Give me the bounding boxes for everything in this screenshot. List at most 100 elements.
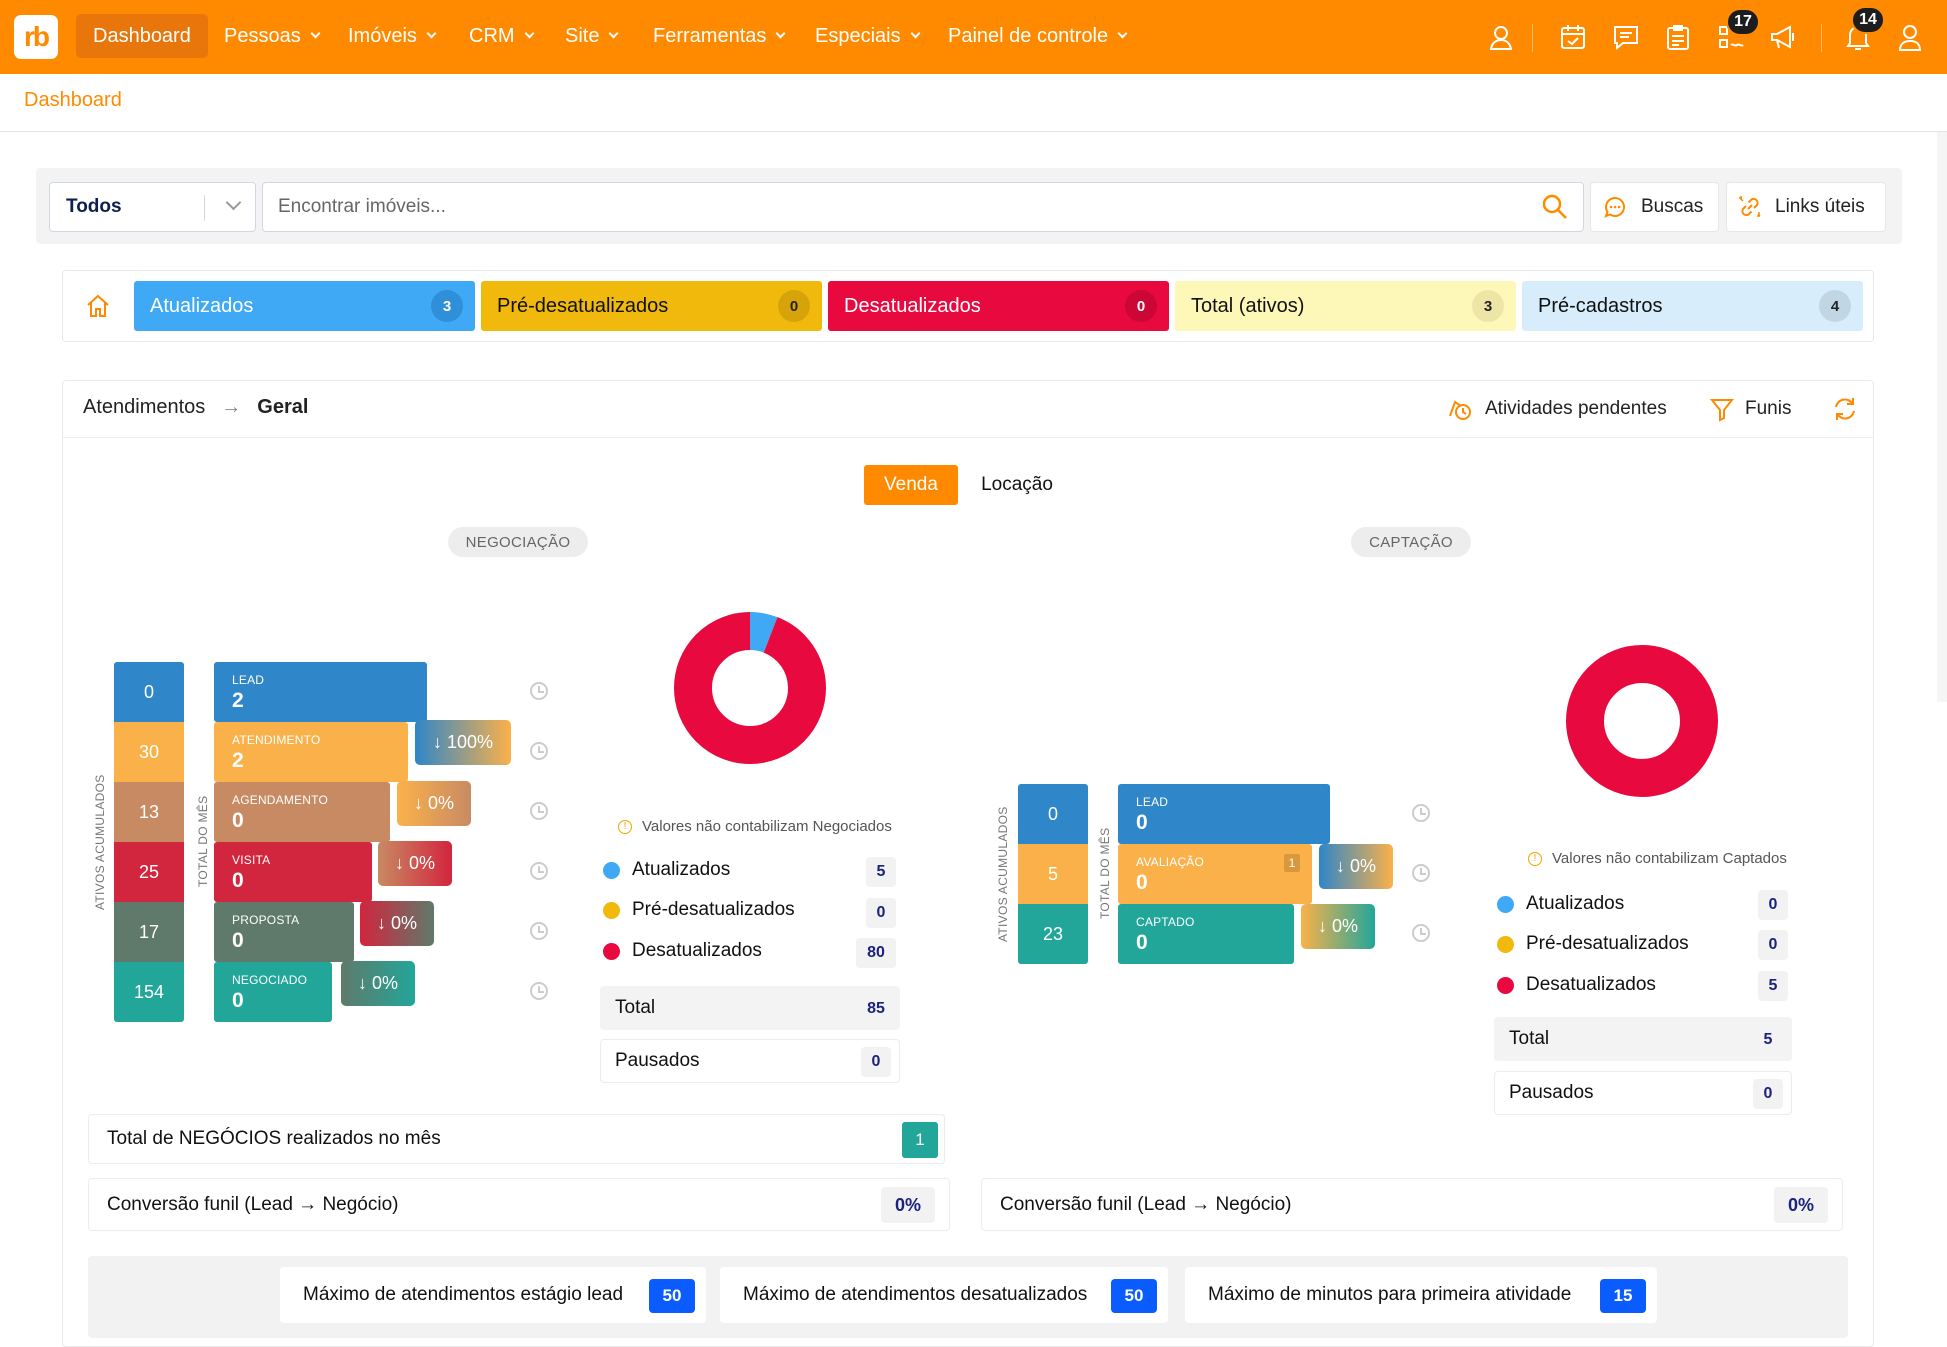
conversao-value: 0%: [1774, 1187, 1828, 1223]
chevron-down-icon: [225, 194, 242, 211]
app-logo[interactable]: rb: [14, 15, 58, 59]
stage-value: 0: [232, 929, 244, 952]
buscas-button[interactable]: Buscas: [1590, 182, 1719, 232]
stat-desatualizados[interactable]: Desatualizados 0: [828, 281, 1169, 331]
legend-dot: [603, 942, 620, 960]
nav-especiais[interactable]: Especiais: [798, 14, 936, 58]
stat-pre-desatualizados[interactable]: Pré-desatualizados 0: [481, 281, 822, 331]
legend-pre-desatualizados: Pré-desatualizados: [603, 899, 795, 921]
clock-icon[interactable]: [530, 922, 548, 940]
tab-locacao[interactable]: Locação: [981, 474, 1053, 495]
limit-label: Máximo de minutos para primeira atividad…: [1208, 1284, 1572, 1305]
nav-label: Imóveis: [348, 24, 417, 47]
accumulated-negociado: 154: [114, 962, 184, 1022]
funnel-stage-avaliacao[interactable]: AVALIAÇÃO 0 1: [1118, 844, 1312, 904]
donut-slice-desatualizados[interactable]: [1566, 645, 1718, 797]
legend-label: Pré-desatualizados: [632, 899, 795, 920]
stage-label: ATENDIMENTO: [232, 733, 321, 747]
stat-pre-cadastros[interactable]: Pré-cadastros 4: [1522, 281, 1863, 331]
clock-icon[interactable]: [530, 742, 548, 760]
funis-button[interactable]: Funis: [1709, 394, 1791, 424]
info-icon: !: [1528, 851, 1542, 866]
accumulated-atendimento: 30: [114, 722, 184, 782]
divider: [204, 195, 205, 221]
home-icon[interactable]: [84, 292, 112, 320]
stage-label: CAPTADO: [1136, 915, 1195, 929]
stat-atualizados[interactable]: Atualizados 3: [134, 281, 475, 331]
funnel-stage-lead[interactable]: LEAD 0: [1118, 784, 1330, 844]
funnel-stage-agendamento[interactable]: AGENDAMENTO 0: [214, 782, 390, 842]
limit-desatualizados-card: Máximo de atendimentos desatualizados 50: [720, 1267, 1168, 1323]
user-icon[interactable]: [1895, 22, 1925, 52]
stage-value: 0: [1136, 931, 1148, 954]
nav-label: Site: [565, 24, 600, 47]
buscas-label: Buscas: [1641, 196, 1704, 217]
clock-icon[interactable]: [530, 682, 548, 700]
clock-icon[interactable]: [1412, 924, 1430, 942]
chat-icon[interactable]: [1611, 22, 1641, 52]
accumulated-lead: 0: [114, 662, 184, 722]
paused-label: Pausados: [1509, 1082, 1594, 1103]
calendar-check-icon[interactable]: [1558, 22, 1588, 52]
nav-label: Ferramentas: [653, 24, 767, 47]
conversao-captacao-row: Conversão funil (Lead → Negócio) 0%: [981, 1178, 1843, 1231]
stage-label: PROPOSTA: [232, 913, 300, 927]
funnel-stage-proposta[interactable]: PROPOSTA 0: [214, 902, 354, 962]
funnel-stage-visita[interactable]: VISITA 0: [214, 842, 372, 902]
links-uteis-button[interactable]: Links úteis: [1726, 182, 1886, 232]
chevron-down-icon: [609, 28, 619, 39]
search-icon[interactable]: [1541, 193, 1569, 221]
legend-value: 80: [856, 938, 896, 968]
stage-value: 0: [232, 989, 244, 1012]
clock-icon[interactable]: [1412, 804, 1430, 822]
nav-site[interactable]: Site: [548, 14, 634, 58]
stat-total-ativos[interactable]: Total (ativos) 3: [1175, 281, 1516, 331]
clock-icon[interactable]: [530, 862, 548, 880]
funnel-stage-atendimento[interactable]: ATENDIMENTO 2: [214, 722, 408, 782]
chevron-down-icon: [310, 28, 321, 39]
accumulated-avaliacao: 5: [1018, 844, 1088, 904]
tab-venda[interactable]: Venda: [864, 465, 958, 505]
nav-imoveis[interactable]: Imóveis: [331, 14, 452, 58]
nav-crm[interactable]: CRM: [452, 14, 550, 58]
pending-activities-button[interactable]: Atividades pendentes: [1447, 394, 1667, 424]
conversion-drop: ↓ 0%: [378, 841, 452, 886]
refresh-icon[interactable]: [1832, 396, 1858, 422]
legend-label: Atualizados: [1526, 893, 1625, 914]
nav-ferramentas[interactable]: Ferramentas: [636, 14, 801, 58]
stat-label: Pré-cadastros: [1538, 294, 1663, 317]
clock-icon[interactable]: [530, 982, 548, 1000]
funnel-stage-captado[interactable]: CAPTADO 0: [1118, 904, 1294, 964]
pending-activities-icon: [1449, 400, 1471, 420]
limit-lead-card: Máximo de atendimentos estágio lead 50: [280, 1267, 706, 1323]
property-filter-select[interactable]: Todos: [49, 182, 256, 232]
nav-painel-de-controle[interactable]: Painel de controle: [931, 14, 1143, 58]
task-list-icon[interactable]: [1716, 22, 1746, 52]
conversion-drop: ↓ 100%: [415, 720, 511, 765]
legend-dot: [1497, 935, 1514, 953]
negocios-total-row: Total de NEGÓCIOS realizados no mês 1: [88, 1114, 945, 1164]
conversion-drop: ↓ 0%: [341, 961, 415, 1006]
legend-pre-desatualizados: Pré-desatualizados: [1497, 933, 1689, 955]
paused-value: 0: [1753, 1079, 1783, 1109]
accumulated-proposta: 17: [114, 902, 184, 962]
legend-atualizados: Atualizados: [603, 859, 730, 881]
clipboard-icon[interactable]: [1663, 22, 1693, 52]
clock-icon[interactable]: [530, 802, 548, 820]
search-input[interactable]: [262, 182, 1584, 232]
funnel-stage-lead[interactable]: LEAD 2: [214, 662, 427, 722]
breadcrumb[interactable]: Dashboard: [24, 89, 122, 111]
funnel-stage-negociado[interactable]: NEGOCIADO 0: [214, 962, 332, 1022]
donut-slice-desatualizados[interactable]: [674, 612, 826, 764]
user-headset-icon[interactable]: [1486, 22, 1516, 52]
scrollbar-track[interactable]: [1937, 132, 1947, 702]
stat-label: Pré-desatualizados: [497, 294, 669, 317]
stat-label: Total (ativos): [1191, 294, 1305, 317]
nav-pessoas[interactable]: Pessoas: [207, 14, 336, 58]
total-do-mes-label: TOTAL DO MÊS: [1098, 827, 1112, 919]
clock-icon[interactable]: [1412, 864, 1430, 882]
nav-dashboard[interactable]: Dashboard: [76, 14, 208, 58]
megaphone-icon[interactable]: [1768, 22, 1798, 52]
stat-count: 0: [1125, 290, 1157, 322]
legend-value: 0: [1758, 930, 1788, 960]
